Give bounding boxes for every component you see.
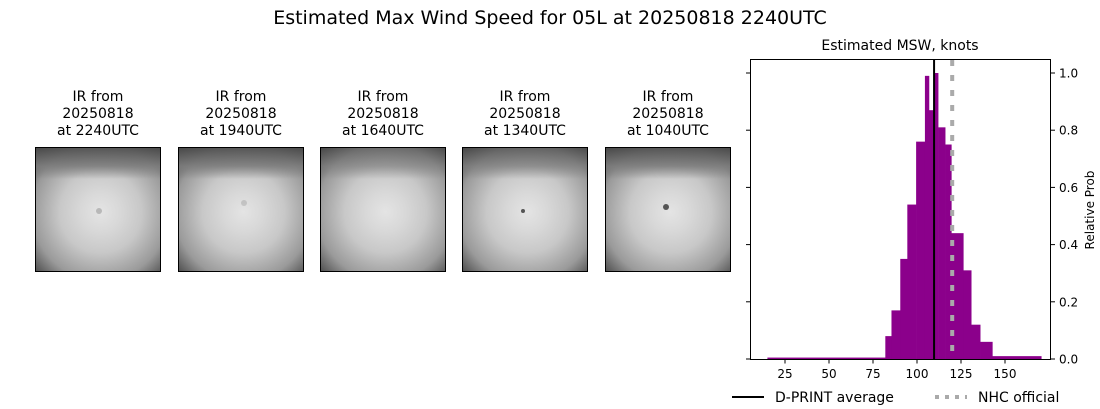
y-tick-label: 0.4 <box>1059 238 1078 252</box>
histogram-bars <box>767 73 1042 360</box>
histogram-bar <box>971 324 981 360</box>
histogram-bar <box>945 144 952 360</box>
ir-panel-title: IR from 20250818 at 1640UTC <box>342 89 424 139</box>
ir-panel-title: IR from 20250818 at 2240UTC <box>57 89 139 139</box>
x-tick-label: 125 <box>950 367 973 381</box>
legend: D-PRINT average NHC official <box>732 390 1059 406</box>
y-tick-label: 0.2 <box>1059 295 1078 309</box>
y-tick-label: 0.8 <box>1059 124 1078 138</box>
histogram-bar <box>938 127 946 360</box>
ir-satellite-image <box>320 147 446 272</box>
ir-panel-5: IR from 20250818 at 1040UTC <box>605 89 731 272</box>
histogram-bar <box>907 204 917 360</box>
reference-lines <box>933 60 955 359</box>
y-tick-label: 0.6 <box>1059 181 1078 195</box>
legend-label-dprint: D-PRINT average <box>775 390 894 406</box>
x-axis-ticks: 25 50 75 100 125 150 <box>777 359 1017 381</box>
ir-panel-title: IR from 20250818 at 1340UTC <box>484 89 566 139</box>
histogram-bar <box>992 356 1042 360</box>
x-tick-label: 100 <box>906 367 929 381</box>
ir-panel-3: IR from 20250818 at 1640UTC <box>320 89 446 272</box>
plot-frame <box>750 59 1051 360</box>
ir-satellite-image <box>462 147 588 272</box>
histogram-bar <box>891 310 901 360</box>
legend-label-nhc: NHC official <box>978 390 1059 406</box>
histogram-bar <box>934 73 939 360</box>
ir-satellite-image <box>35 147 161 272</box>
x-tick-label: 75 <box>865 367 880 381</box>
ir-panel-title: IR from 20250818 at 1040UTC <box>627 89 709 139</box>
histogram-bar <box>916 141 926 360</box>
x-tick-label: 25 <box>777 367 792 381</box>
ir-panel-4: IR from 20250818 at 1340UTC <box>462 89 588 272</box>
histogram-bar <box>928 110 935 360</box>
histogram-bar <box>767 357 886 360</box>
y-axis-label: Relative Prob <box>1083 171 1097 250</box>
ir-satellite-image <box>605 147 731 272</box>
histogram-bar <box>951 233 964 360</box>
x-tick-label: 50 <box>821 367 836 381</box>
ir-panel-title: IR from 20250818 at 1940UTC <box>200 89 282 139</box>
figure-title: Estimated Max Wind Speed for 05L at 2025… <box>273 7 827 29</box>
chart-title: Estimated MSW, knots <box>821 38 978 54</box>
histogram-bar <box>924 75 930 360</box>
x-tick-label: 150 <box>994 367 1017 381</box>
histogram-bar <box>963 270 972 360</box>
histogram-bar <box>885 336 892 360</box>
ir-satellite-image <box>178 147 304 272</box>
ir-panel-1: IR from 20250818 at 2240UTC <box>35 89 161 272</box>
histogram-bar <box>900 258 908 360</box>
y-tick-label: 1.0 <box>1059 67 1078 81</box>
ir-panel-2: IR from 20250818 at 1940UTC <box>178 89 304 272</box>
histogram-bar <box>980 341 993 360</box>
y-tick-label: 0.0 <box>1059 353 1078 367</box>
y-axis-ticks: 0.0 0.2 0.4 0.6 0.8 1.0 <box>746 67 1078 367</box>
